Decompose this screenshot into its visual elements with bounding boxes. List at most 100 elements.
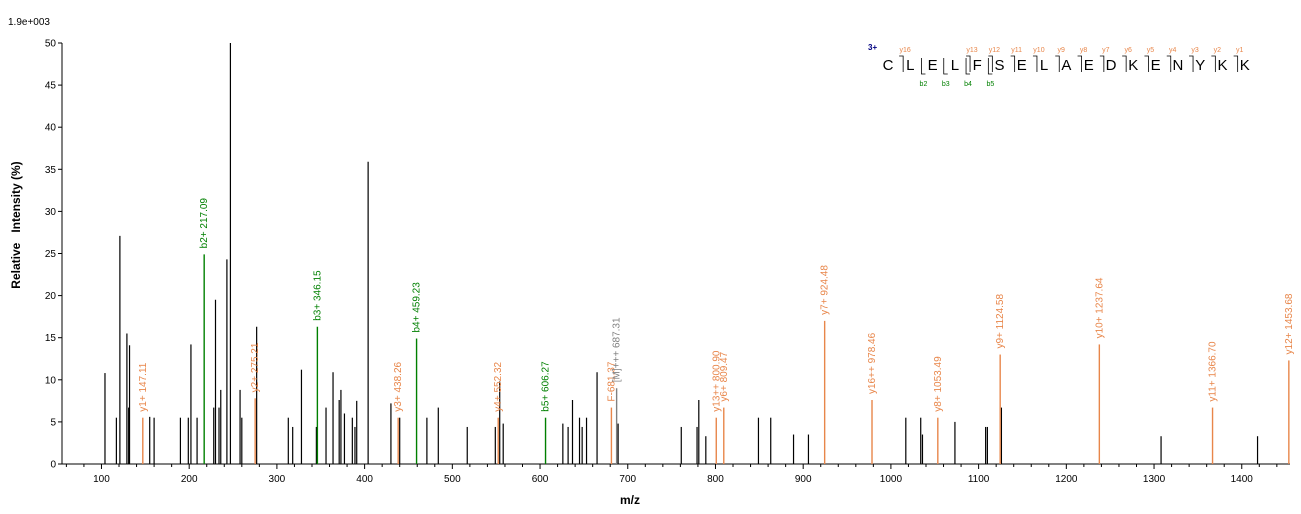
sequence-residue: S [994, 57, 1004, 74]
peak-label: y1+ 147.11 [138, 362, 149, 411]
sequence-residue: C [883, 57, 894, 74]
peak-label: y6+ 809.47 [719, 351, 730, 401]
y-ion-mark: y1 [1236, 47, 1244, 54]
x-tick-label: 900 [795, 474, 812, 485]
x-tick-label: 1100 [968, 474, 990, 485]
peak-label: b3+ 346.15 [312, 270, 323, 321]
y-ion-bracket [1010, 55, 1016, 72]
x-axis-title: m/z [620, 493, 640, 507]
peak-label: y9+ 1124.58 [995, 294, 1006, 349]
y-tick-label: 10 [45, 375, 57, 386]
axes: 0 5 10 15 20 25 30 35 40 45 50 100 200 300 400 500 600 70… [45, 39, 1290, 485]
peak-label: [M]+++ 687.31 [612, 317, 623, 382]
x-tick-label: 800 [707, 474, 724, 485]
peak-label: b5+ 606.27 [541, 361, 552, 412]
x-tick-label: 100 [93, 474, 110, 485]
b-ion-bracket [987, 58, 993, 75]
peak-label: y4+ 552.32 [493, 361, 504, 411]
b-ion-bracket [921, 58, 926, 75]
y-tick-label: 50 [45, 39, 57, 50]
peak-label: F-681.37 [606, 361, 617, 401]
sequence-residue: L [906, 57, 914, 74]
y-tick-label: 20 [45, 291, 57, 302]
peak-label: y3+ 438.26 [393, 361, 404, 411]
x-tick-label: 600 [532, 474, 549, 485]
b-ion-mark: b4 [964, 81, 972, 88]
x-tick-label: 700 [619, 474, 636, 485]
sequence-residue: Y [1195, 57, 1205, 74]
peak-label: y2+ 275.21 [250, 342, 261, 392]
y-ion-mark: y11 [1011, 47, 1022, 54]
x-tick-label: 400 [356, 474, 373, 485]
b-ion-mark: b5 [986, 81, 994, 88]
peak-label: y8+ 1053.49 [933, 356, 944, 412]
b-ion-bracket [965, 58, 971, 75]
y-ion-mark: y9 [1058, 47, 1066, 54]
y-tick-label: 45 [45, 81, 57, 92]
peak-label: b2+ 217.09 [199, 198, 210, 249]
x-tick-label: 1000 [880, 474, 903, 485]
y-ion-mark: y5 [1147, 47, 1155, 54]
y-ion-bracket [1144, 55, 1149, 72]
y-ion-bracket [1032, 55, 1038, 72]
y-ion-bracket [1077, 55, 1082, 72]
intensity-scale-label: 1.9e+003 [8, 17, 50, 28]
sequence-residue: F [973, 57, 982, 74]
precursor-charge: 3+ [868, 43, 877, 52]
y-tick-label: 0 [50, 460, 56, 471]
peak-label: y10+ 1237.64 [1094, 277, 1105, 338]
sequence-residue: D [1106, 57, 1117, 74]
peak-label: b4+ 459.23 [412, 282, 423, 333]
y-tick-label: 15 [45, 333, 57, 344]
y-ion-mark: y7 [1102, 47, 1110, 54]
y-ion-bracket [1055, 55, 1060, 72]
b-ion-mark: b3 [942, 81, 950, 88]
y-ion-mark: y3 [1191, 47, 1199, 54]
y-ion-mark: y12 [989, 47, 1000, 54]
x-tick-label: 1300 [1143, 474, 1166, 485]
sequence-residue: E [1017, 57, 1027, 74]
y-tick-label: 5 [50, 417, 56, 428]
sequence-residue: K [1240, 57, 1250, 74]
y-ion-mark: y16 [900, 47, 911, 54]
sequence-residue: E [1084, 57, 1094, 74]
y-ion-bracket [1233, 55, 1239, 72]
peak-label: y11+ 1366.70 [1208, 341, 1219, 402]
x-tick-label: 1200 [1055, 474, 1078, 485]
y-ion-mark: y2 [1214, 47, 1222, 54]
y-tick-label: 25 [45, 249, 57, 260]
x-tick-label: 1400 [1231, 474, 1254, 485]
y-ion-bracket [988, 55, 993, 72]
peak-label: y16++ 978.46 [867, 332, 878, 394]
y-ion-mark: y6 [1124, 47, 1132, 54]
y-ion-bracket [1166, 55, 1172, 72]
x-tick-label: 200 [181, 474, 198, 485]
sequence-residue: L [951, 57, 959, 74]
y-ion-bracket [1189, 55, 1194, 72]
y-tick-label: 35 [45, 165, 57, 176]
sequence-residue: K [1128, 57, 1138, 74]
y-ion-mark: y8 [1080, 47, 1088, 54]
y-ion-mark: y10 [1033, 47, 1044, 54]
sequence-residue: A [1061, 57, 1071, 74]
b-ion-bracket [943, 58, 948, 75]
sequence-residue: N [1172, 57, 1183, 74]
peak-label: y13++ 800.90 [711, 350, 722, 412]
sequence-residue: K [1217, 57, 1227, 74]
sequence-residue: E [1151, 57, 1161, 74]
y-tick-label: 40 [45, 123, 57, 134]
sequence-residue: L [1040, 57, 1048, 74]
x-tick-label: 300 [269, 474, 286, 485]
peak-label: y12+ 1453.68 [1284, 293, 1295, 354]
y-ion-bracket [1099, 55, 1105, 72]
y-ion-bracket [966, 55, 971, 72]
x-tick-label: 500 [444, 474, 461, 485]
b-ion-mark: b2 [920, 81, 928, 88]
peak-labels: y1+ 147.11 b2+ 217.09 y2+ 275.21 b3+ 346.15… [138, 198, 1295, 412]
y-ion-mark: y4 [1169, 47, 1177, 54]
y-ion-bracket [899, 55, 904, 72]
y-tick-label: 30 [45, 207, 57, 218]
y-axis-title: Relative Intensity (%) [9, 161, 23, 288]
